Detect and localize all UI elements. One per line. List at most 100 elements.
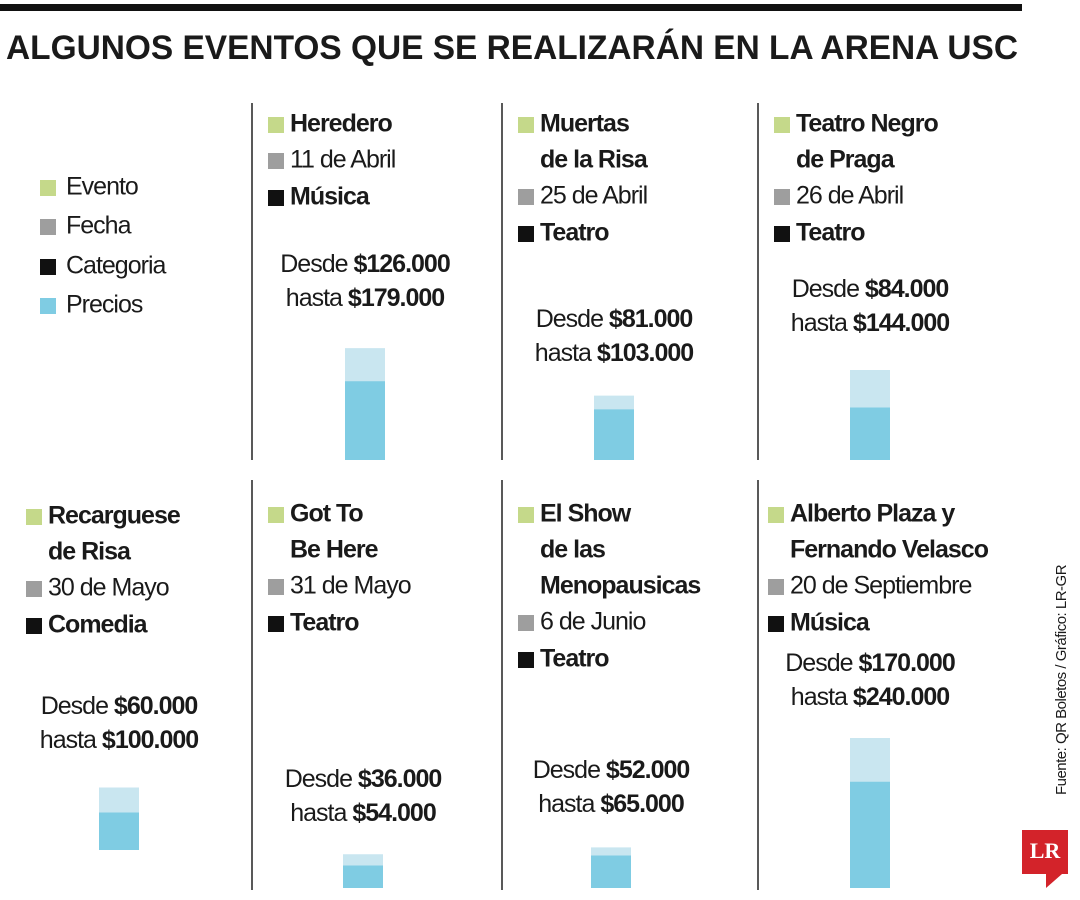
top-rule — [0, 4, 1022, 11]
price-word: hasta — [791, 683, 848, 711]
legend-swatch — [40, 259, 56, 275]
logo-box — [1022, 830, 1068, 874]
price-word: Desde — [785, 649, 852, 677]
price-value: $81.000 — [609, 305, 692, 333]
event-date: 30 de Mayo — [48, 574, 169, 602]
category-swatch — [268, 190, 284, 206]
event-date: 6 de Junio — [540, 608, 645, 636]
legend-swatch — [40, 180, 56, 196]
event-name: Recarguese — [48, 502, 181, 530]
price-word: hasta — [290, 799, 347, 827]
price-line: Desde $36.000 — [285, 765, 442, 793]
legend-swatch — [40, 219, 56, 235]
category-swatch — [26, 618, 42, 634]
price-value: $60.000 — [114, 692, 197, 720]
price-value: $179.000 — [348, 284, 444, 312]
event-name: Muertas — [540, 110, 629, 138]
event-name: Be Here — [290, 536, 379, 564]
bar-min — [850, 781, 890, 888]
logo-tail — [1046, 874, 1062, 888]
date-swatch — [774, 189, 790, 205]
price-word: Desde — [285, 765, 352, 793]
price-word: Desde — [280, 250, 347, 278]
event-name: Menopausicas — [540, 572, 700, 600]
price-value: $240.000 — [853, 683, 949, 711]
event-category: Comedia — [48, 611, 149, 639]
price-value: $84.000 — [865, 275, 948, 303]
category-swatch — [774, 226, 790, 242]
price-word: Desde — [41, 692, 108, 720]
event-swatch — [268, 117, 284, 133]
legend-label: Evento — [66, 173, 138, 201]
date-swatch — [768, 579, 784, 595]
price-line: hasta $240.000 — [791, 683, 949, 711]
price-line: Desde $126.000 — [280, 250, 450, 278]
price-word: hasta — [538, 790, 595, 818]
date-swatch — [268, 153, 284, 169]
price-word: hasta — [791, 309, 848, 337]
event-name: Got To — [290, 500, 363, 528]
event-name: Teatro Negro — [796, 110, 938, 138]
event-category: Teatro — [796, 219, 865, 247]
price-line: hasta $100.000 — [40, 726, 198, 754]
event-name: Alberto Plaza y — [790, 500, 955, 528]
date-swatch — [518, 615, 534, 631]
logo-text: LR — [1030, 838, 1062, 863]
price-word: Desde — [792, 275, 859, 303]
bar-min — [850, 407, 890, 460]
bar-min — [343, 865, 383, 888]
event-category: Teatro — [540, 219, 609, 247]
event-date: 26 de Abril — [796, 182, 903, 210]
price-line: Desde $60.000 — [41, 692, 198, 720]
event-swatch — [518, 507, 534, 523]
date-swatch — [268, 579, 284, 595]
price-line: hasta $144.000 — [791, 309, 949, 337]
price-value: $100.000 — [102, 726, 198, 754]
logo: LR — [1022, 830, 1068, 888]
event-name: de la Risa — [540, 146, 649, 174]
category-swatch — [268, 616, 284, 632]
price-value: $144.000 — [853, 309, 949, 337]
source: Fuente: QR Boletos / Gráfico: LR-GR — [1053, 564, 1070, 795]
event-date: 11 de Abril — [290, 146, 395, 174]
event-swatch — [774, 117, 790, 133]
event-name: Fernando Velasco — [790, 536, 989, 564]
event-swatch — [26, 509, 42, 525]
price-word: hasta — [535, 339, 592, 367]
bar-min — [345, 381, 385, 460]
event-name: Heredero — [290, 110, 392, 138]
event-date: 20 de Septiembre — [790, 572, 971, 600]
price-word: hasta — [40, 726, 97, 754]
price-line: hasta $103.000 — [535, 339, 693, 367]
legend-swatch — [40, 298, 56, 314]
event-category: Música — [290, 183, 371, 211]
legend-label: Fecha — [66, 212, 132, 240]
bar-min — [591, 855, 631, 888]
price-word: Desde — [533, 756, 600, 784]
category-swatch — [518, 226, 534, 242]
price-value: $54.000 — [352, 799, 435, 827]
bar-min — [99, 812, 139, 850]
price-line: hasta $65.000 — [538, 790, 684, 818]
bar-min — [594, 409, 634, 460]
price-value: $52.000 — [606, 756, 689, 784]
chart-title: ALGUNOS EVENTOS QUE SE REALIZARÁN EN LA … — [6, 29, 1018, 67]
event-name: de Risa — [48, 538, 132, 566]
event-category: Teatro — [290, 609, 359, 637]
price-value: $36.000 — [358, 765, 441, 793]
legend-label: Precios — [66, 291, 143, 319]
event-date: 25 de Abril — [540, 182, 647, 210]
event-name: de las — [540, 536, 605, 564]
price-value: $126.000 — [353, 250, 449, 278]
price-line: Desde $84.000 — [792, 275, 949, 303]
event-name: El Show — [540, 500, 632, 528]
legend-label: Categoria — [66, 252, 166, 280]
event-category: Música — [790, 609, 871, 637]
price-line: Desde $170.000 — [785, 649, 955, 677]
price-line: hasta $179.000 — [286, 284, 444, 312]
price-word: hasta — [286, 284, 343, 312]
price-line: hasta $54.000 — [290, 799, 436, 827]
price-value: $103.000 — [597, 339, 693, 367]
event-category: Teatro — [540, 645, 609, 673]
